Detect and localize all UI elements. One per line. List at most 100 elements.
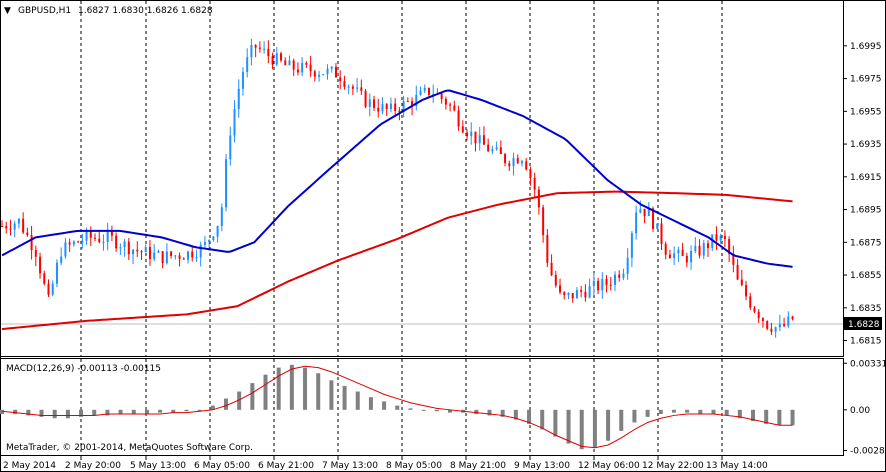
candle-bull: [275, 53, 278, 65]
candle-bull: [389, 103, 392, 110]
macd-axis-label: -0.00289: [850, 446, 886, 456]
time-grid-lines: [80, 1, 723, 356]
price-label: 1.6875: [850, 238, 882, 248]
candle-bull: [491, 149, 494, 152]
candle-bear: [140, 251, 143, 253]
candle-bear: [482, 135, 485, 145]
macd-bar: [171, 409, 176, 413]
macd-bar: [513, 409, 518, 420]
macd-signal-line: [1, 365, 793, 449]
candle-bull: [165, 251, 168, 264]
candle-bull: [613, 274, 616, 285]
candle-bear: [178, 255, 181, 259]
candle-bull: [575, 290, 578, 299]
candle-bull: [250, 44, 253, 58]
candle-bull: [381, 104, 384, 112]
candle-bear: [706, 243, 709, 248]
candle-bear: [770, 328, 773, 332]
symbol-menu-arrow[interactable]: ▼: [4, 6, 11, 16]
candle-bull: [229, 135, 232, 160]
candle-bull: [241, 72, 244, 89]
macd-panel[interactable]: MACD(12,26,9) -0.00113 -0.00115 MetaTrad…: [0, 358, 844, 456]
price-label: 1.6955: [850, 107, 882, 117]
macd-bar: [487, 409, 492, 416]
macd-bar: [105, 409, 110, 416]
candle-bear: [170, 251, 173, 256]
macd-axis-label: 0.00: [850, 406, 870, 416]
candle-bull: [132, 249, 135, 255]
candle-bear: [660, 223, 663, 245]
candle-bear: [271, 56, 274, 65]
macd-bar: [764, 409, 769, 424]
candle-bull: [778, 324, 781, 328]
macd-bar: [408, 408, 413, 410]
candle-bull: [702, 243, 705, 256]
candle-bear: [504, 154, 507, 164]
candle-bear: [284, 60, 287, 66]
candle-bull: [318, 74, 321, 77]
time-label: 2 May 20:00: [65, 461, 121, 471]
candle-bear: [525, 161, 528, 170]
current-price-tag: 1.6828: [844, 317, 882, 330]
current-price-box: [844, 317, 882, 330]
candle-bear: [508, 163, 511, 167]
candle-bull: [144, 247, 147, 253]
candle-bull: [263, 48, 266, 50]
price-panel[interactable]: ▼ GBPUSD,H1 1.6827 1.6830 1.6826 1.6828: [0, 0, 844, 357]
macd-bar: [131, 409, 136, 415]
candle-bull: [208, 239, 211, 243]
candle-bull: [639, 208, 642, 213]
candle-bull: [719, 235, 722, 241]
candle-bear: [411, 101, 414, 107]
candle-bear: [182, 258, 185, 260]
candle-bull: [216, 225, 219, 237]
macd-bar: [13, 409, 18, 415]
candle-bear: [280, 53, 283, 61]
candle-bear: [546, 235, 549, 263]
candle-bear: [292, 60, 295, 70]
macd-bar: [368, 397, 373, 410]
candle-bull: [787, 316, 790, 326]
candle-bull: [415, 94, 418, 107]
candle-bear: [22, 218, 25, 233]
price-label: 1.6975: [850, 75, 882, 85]
candle-bull: [622, 273, 625, 278]
macd-histogram: [0, 364, 795, 450]
candle-bull: [690, 251, 693, 263]
candle-bull: [601, 278, 604, 291]
macd-bar: [355, 391, 360, 410]
time-label: 9 May 13:00: [514, 461, 570, 471]
candle-bull: [237, 88, 240, 110]
time-label: 2 May 2014: [3, 461, 56, 471]
candle-bear: [47, 283, 50, 295]
price-label: 1.6915: [850, 173, 882, 183]
macd-bar: [65, 409, 70, 419]
macd-label: MACD(12,26,9) -0.00113 -0.00115: [6, 364, 161, 374]
candle-bull: [673, 253, 676, 259]
candle-bear: [466, 132, 469, 137]
macd-bar: [447, 409, 452, 413]
time-label: 6 May 21:00: [258, 461, 314, 471]
candle-bull: [106, 231, 109, 242]
candle-bear: [115, 235, 118, 249]
candle-bear: [681, 249, 684, 256]
candle-bear: [609, 284, 612, 286]
candle-bear: [584, 291, 587, 298]
macd-bar: [250, 383, 255, 410]
candle-bull: [588, 286, 591, 298]
candle-bear: [26, 232, 29, 236]
macd-bar: [26, 409, 31, 416]
candle-bull: [368, 99, 371, 107]
candle-bull: [55, 262, 58, 284]
candle-bull: [123, 241, 126, 248]
candle-bull: [694, 245, 697, 252]
candle-bull: [567, 293, 570, 296]
candle-bull: [51, 283, 54, 295]
macd-bar: [711, 409, 716, 415]
macd-bar: [197, 409, 202, 412]
candle-bear: [364, 90, 367, 107]
candle-bear: [559, 285, 562, 293]
time-label: 8 May 21:00: [450, 461, 506, 471]
macd-bar: [92, 409, 97, 416]
